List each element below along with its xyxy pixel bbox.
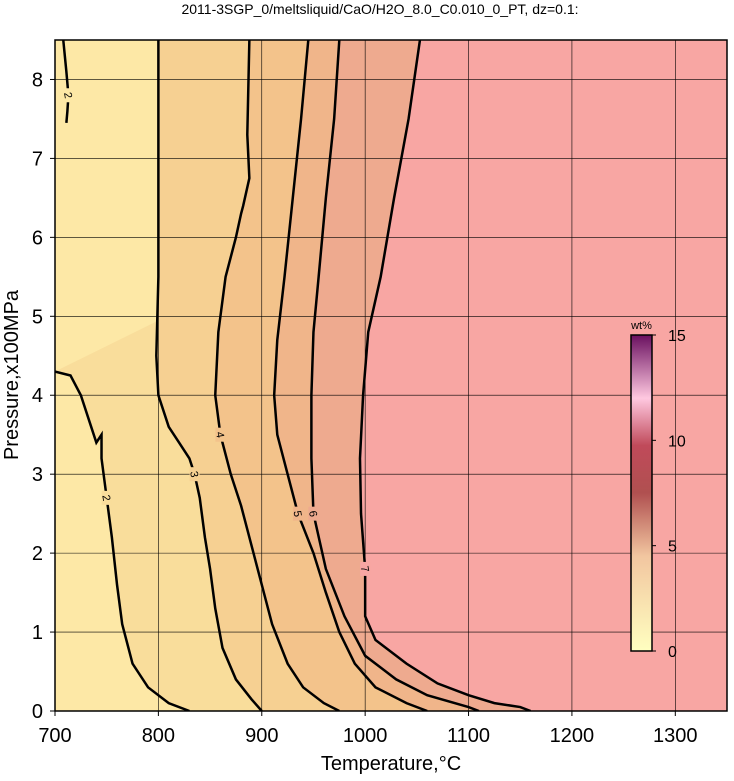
colorbar-tick-label: 15: [668, 328, 686, 345]
y-tick-label: 4: [32, 385, 43, 407]
contour-label: 7: [358, 565, 371, 573]
y-tick-label: 3: [32, 464, 43, 486]
y-tick-label: 2: [32, 543, 43, 565]
x-tick-label: 1300: [653, 725, 698, 747]
y-tick-label: 5: [32, 306, 43, 328]
y-tick-label: 6: [32, 227, 43, 249]
y-tick-label: 8: [32, 69, 43, 91]
contour-label-bg: [189, 467, 200, 482]
contour-label-bg: [308, 506, 319, 521]
contour-label: 6: [306, 510, 319, 518]
contour-label: 5: [291, 510, 304, 518]
colorbar: [630, 334, 653, 652]
contour-label-bg: [215, 427, 226, 442]
contour-label: 3: [187, 470, 200, 478]
contour-label: 2: [99, 494, 112, 502]
x-tick-label: 800: [142, 725, 175, 747]
colorbar-tick-label: 5: [668, 539, 677, 556]
axes: 700 800 900 1000 1100 1200 1300012345678wt%051…: [32, 39, 728, 747]
colorbar-label: wt%: [630, 320, 652, 332]
colorbar-tick-label: 10: [668, 433, 686, 450]
contour-label-bg: [63, 88, 74, 103]
y-axis-label: Pressure,x100MPa: [1, 289, 23, 460]
x-axis-label: Temperature,°C: [321, 753, 461, 775]
x-tick-label: 700: [38, 725, 71, 747]
y-tick-label: 7: [32, 148, 43, 170]
y-tick-label: 1: [32, 622, 43, 644]
contour-fill: [359, 40, 727, 711]
contour-label-bg: [101, 490, 112, 505]
y-tick-label: 0: [32, 701, 43, 723]
contour-label: 4: [213, 431, 226, 439]
x-tick-label: 1200: [550, 725, 595, 747]
plot-frame: [54, 39, 728, 712]
x-tick-label: 1000: [343, 725, 388, 747]
contour-label-bg: [360, 561, 371, 576]
contour-label: 2: [61, 91, 74, 99]
contour-line: [272, 40, 428, 711]
x-tick-label: 1100: [447, 725, 490, 747]
x-tick-label: 900: [245, 725, 278, 747]
chart-title: 2011-3SGP_0/meltsliquid/CaO/H2O_8.0_C0.0…: [181, 1, 578, 17]
colorbar-tick-label: 0: [668, 644, 677, 661]
contour-label-bg: [292, 506, 303, 521]
